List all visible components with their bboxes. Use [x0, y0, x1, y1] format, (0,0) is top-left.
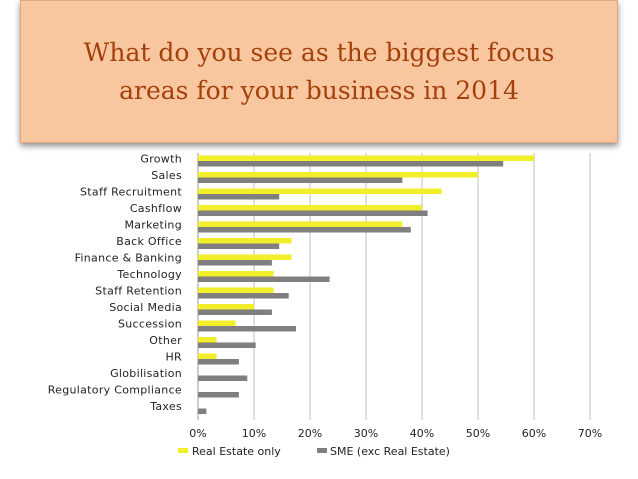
bar-real-estate-only-staff-recruitment [198, 188, 442, 194]
bar-real-estate-only-finance-banking [198, 254, 292, 260]
bars [198, 155, 534, 414]
bar-real-estate-only-hr [198, 353, 217, 359]
legend-swatch-real-estate [178, 448, 188, 453]
x-tick-label: 10% [242, 427, 266, 440]
category-label-other: Other [149, 334, 182, 347]
category-label-staff-recruitment: Staff Recruitment [80, 186, 182, 199]
category-label-social-media: Social Media [109, 301, 182, 314]
x-tick-label: 0% [189, 427, 206, 440]
bar-sme-exc-real-estate-staff-recruitment [198, 194, 280, 200]
bar-sme-exc-real-estate-back-office [198, 243, 280, 249]
x-tick-label: 20% [298, 427, 322, 440]
category-label-hr: HR [165, 351, 182, 364]
title-box: What do you see as the biggest focus are… [20, 0, 618, 143]
bar-sme-exc-real-estate-globilisation [198, 375, 248, 381]
category-label-growth: Growth [140, 153, 182, 166]
x-tick-label: 50% [466, 427, 490, 440]
category-label-globilisation: Globilisation [110, 367, 182, 380]
category-label-taxes: Taxes [149, 400, 182, 413]
bar-real-estate-only-social-media [198, 304, 254, 310]
bar-real-estate-only-growth [198, 155, 534, 161]
x-tick-label: 70% [578, 427, 602, 440]
bar-sme-exc-real-estate-other [198, 342, 256, 348]
bar-sme-exc-real-estate-hr [198, 359, 239, 365]
bar-real-estate-only-staff-retention [198, 287, 274, 293]
bar-real-estate-only-succession [198, 320, 236, 326]
category-label-cashflow: Cashflow [130, 202, 182, 215]
bar-sme-exc-real-estate-regulatory-compliance [198, 392, 239, 398]
bar-real-estate-only-back-office [198, 238, 292, 244]
bar-sme-exc-real-estate-technology [198, 276, 330, 282]
x-tick-label: 60% [522, 427, 546, 440]
bar-real-estate-only-technology [198, 271, 274, 277]
bar-sme-exc-real-estate-marketing [198, 227, 411, 233]
bar-sme-exc-real-estate-social-media [198, 309, 272, 315]
category-label-staff-retention: Staff Retention [95, 285, 182, 298]
bar-sme-exc-real-estate-finance-banking [198, 260, 272, 266]
category-labels: Growth Sales Staff Recruitment Cashflow Mark… [48, 153, 182, 414]
bar-sme-exc-real-estate-taxes [198, 408, 207, 414]
bar-sme-exc-real-estate-growth [198, 161, 504, 167]
bar-real-estate-only-sales [198, 172, 478, 178]
bar-sme-exc-real-estate-cashflow [198, 210, 428, 216]
legend: Real Estate only SME (exc Real Estate) [178, 445, 450, 458]
legend-label-sme: SME (exc Real Estate) [330, 445, 450, 458]
bar-sme-exc-real-estate-staff-retention [198, 293, 289, 299]
category-label-regulatory-compliance: Regulatory Compliance [48, 384, 182, 397]
bar-real-estate-only-other [198, 337, 217, 343]
legend-swatch-sme [317, 448, 327, 453]
bar-real-estate-only-cashflow [198, 205, 422, 211]
category-label-finance-banking: Finance & Banking [75, 252, 182, 265]
chart-title: What do you see as the biggest focus are… [83, 37, 555, 105]
x-tick-label: 30% [354, 427, 378, 440]
category-label-succession: Succession [118, 318, 182, 331]
category-label-technology: Technology [116, 268, 182, 281]
category-label-back-office: Back Office [116, 235, 182, 248]
x-tick-label: 40% [410, 427, 434, 440]
category-label-marketing: Marketing [124, 219, 182, 232]
category-label-sales: Sales [151, 169, 182, 182]
x-tick-labels: 0% 10% 20% 30% 40% 50% 60% 70% [189, 427, 602, 440]
bar-sme-exc-real-estate-sales [198, 177, 403, 183]
bar-sme-exc-real-estate-succession [198, 326, 296, 332]
bar-real-estate-only-marketing [198, 221, 403, 227]
legend-label-real-estate: Real Estate only [192, 445, 281, 458]
